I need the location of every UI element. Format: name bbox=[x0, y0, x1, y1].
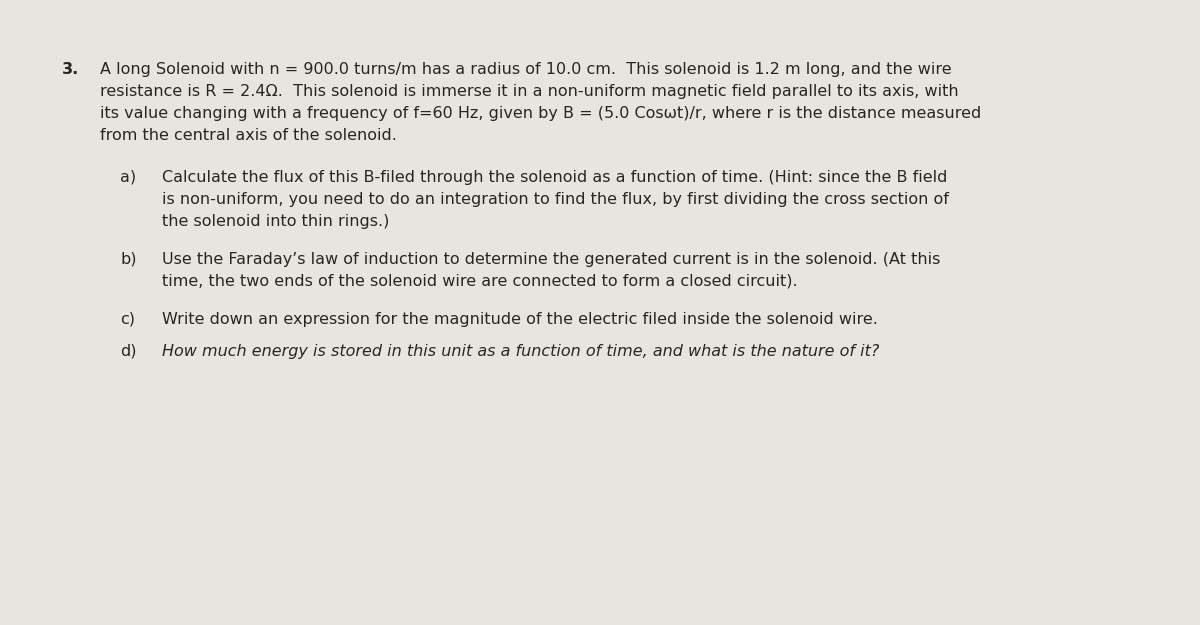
Text: b): b) bbox=[120, 252, 137, 267]
Text: d): d) bbox=[120, 344, 137, 359]
Text: time, the two ends of the solenoid wire are connected to form a closed circuit).: time, the two ends of the solenoid wire … bbox=[162, 274, 798, 289]
Text: 3.: 3. bbox=[62, 62, 79, 77]
Text: is non-uniform, you need to do an integration to find the flux, by first dividin: is non-uniform, you need to do an integr… bbox=[162, 192, 949, 207]
Text: resistance is R = 2.4Ω.  This solenoid is immerse it in a non-uniform magnetic f: resistance is R = 2.4Ω. This solenoid is… bbox=[100, 84, 959, 99]
Text: How much energy is stored in this unit as a function of time, and what is the na: How much energy is stored in this unit a… bbox=[162, 344, 880, 359]
Text: a): a) bbox=[120, 170, 136, 185]
Text: c): c) bbox=[120, 312, 134, 327]
Text: Use the Faraday’s law of induction to determine the generated current is in the : Use the Faraday’s law of induction to de… bbox=[162, 252, 941, 267]
Text: its value changing with a frequency of f=60 Hz, given by B = (5.0 Cosωt)/r, wher: its value changing with a frequency of f… bbox=[100, 106, 982, 121]
Text: Calculate the flux of this B-filed through the solenoid as a function of time. (: Calculate the flux of this B-filed throu… bbox=[162, 170, 947, 185]
Text: A long Solenoid with n = 900.0 turns/m has a radius of 10.0 cm.  This solenoid i: A long Solenoid with n = 900.0 turns/m h… bbox=[100, 62, 952, 77]
Text: the solenoid into thin rings.): the solenoid into thin rings.) bbox=[162, 214, 389, 229]
Text: from the central axis of the solenoid.: from the central axis of the solenoid. bbox=[100, 128, 397, 143]
Text: Write down an expression for the magnitude of the electric filed inside the sole: Write down an expression for the magnitu… bbox=[162, 312, 878, 327]
